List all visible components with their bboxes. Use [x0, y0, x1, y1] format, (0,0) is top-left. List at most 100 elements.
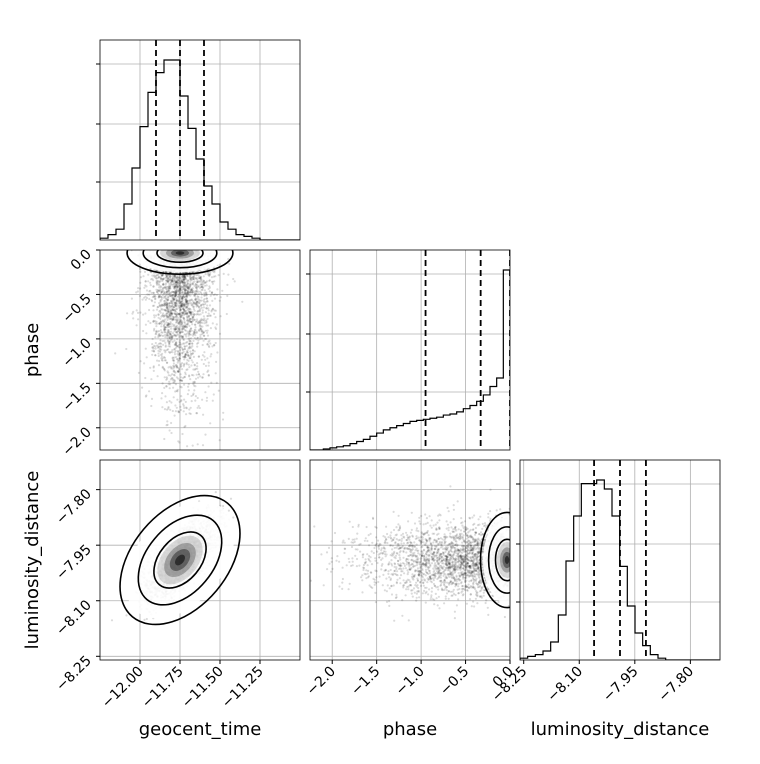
sample-point: [169, 276, 171, 278]
sample-point: [168, 381, 170, 383]
sample-point: [160, 343, 162, 345]
sample-point: [182, 336, 184, 338]
sample-point: [163, 292, 165, 294]
sample-point: [166, 275, 168, 277]
sample-point: [146, 618, 148, 620]
sample-point: [164, 323, 166, 325]
sample-point: [211, 276, 213, 278]
sample-point: [148, 298, 150, 300]
sample-point: [198, 298, 200, 300]
sample-point: [200, 318, 202, 320]
sample-point: [165, 279, 167, 281]
sample-point: [163, 316, 165, 318]
sample-point: [196, 313, 198, 315]
sample-point: [174, 353, 176, 355]
sample-point: [186, 318, 188, 320]
sample-point: [181, 368, 183, 370]
sample-point: [170, 367, 172, 369]
sample-point: [213, 313, 215, 315]
sample-point: [173, 374, 175, 376]
sample-point: [196, 346, 198, 348]
sample-point: [198, 330, 200, 332]
sample-point: [177, 389, 179, 391]
sample-point: [196, 281, 198, 283]
sample-point: [165, 379, 167, 381]
sample-point: [181, 297, 183, 299]
sample-point: [179, 349, 181, 351]
sample-point: [163, 368, 165, 370]
sample-point: [214, 316, 216, 318]
sample-point: [166, 401, 168, 403]
sample-point: [183, 282, 185, 284]
sample-point: [204, 359, 206, 361]
sample-point: [181, 433, 183, 435]
sample-point: [234, 280, 236, 282]
sample-point: [146, 293, 148, 295]
sample-point: [177, 327, 179, 329]
hist-step-geocent_time: [100, 60, 300, 240]
sample-point: [187, 331, 189, 333]
sample-point: [174, 344, 176, 346]
sample-point: [203, 292, 205, 294]
sample-point: [158, 317, 160, 319]
sample-point: [139, 295, 141, 297]
sample-point: [145, 285, 147, 287]
sample-point: [190, 364, 192, 366]
sample-point: [143, 362, 145, 364]
sample-point: [178, 276, 180, 278]
sample-point: [156, 360, 158, 362]
sample-point: [175, 321, 177, 323]
sample-point: [166, 349, 168, 351]
sample-point: [145, 324, 147, 326]
sample-point: [153, 366, 155, 368]
sample-point: [183, 410, 185, 412]
sample-point: [167, 312, 169, 314]
sample-point: [186, 407, 188, 409]
sample-point: [216, 288, 218, 290]
sample-point: [150, 284, 152, 286]
sample-point: [176, 282, 178, 284]
sample-point: [198, 321, 200, 323]
sample-point: [125, 348, 127, 350]
sample-point: [170, 335, 172, 337]
sample-point: [178, 302, 180, 304]
sample-point: [203, 306, 205, 308]
sample-point: [144, 296, 146, 298]
sample-point: [173, 362, 175, 364]
sample-point: [165, 346, 167, 348]
hist-geocent_time: [100, 40, 300, 240]
sample-point: [214, 293, 216, 295]
sample-point: [142, 275, 144, 277]
sample-point: [208, 385, 210, 387]
sample-point: [203, 320, 205, 322]
sample-point: [147, 320, 149, 322]
sample-point: [190, 334, 192, 336]
sample-point: [190, 321, 192, 323]
sample-point: [181, 291, 183, 293]
sample-point: [191, 345, 193, 347]
sample-point: [213, 280, 215, 282]
sample-point: [140, 360, 142, 362]
sample-point: [161, 360, 163, 362]
sample-point: [184, 313, 186, 315]
sample-point: [191, 343, 193, 345]
sample-point: [176, 364, 178, 366]
sample-point: [219, 300, 221, 302]
sample-point: [131, 298, 133, 300]
sample-point: [222, 505, 224, 507]
sample-point: [184, 277, 186, 279]
sample-point: [203, 340, 205, 342]
sample-point: [188, 320, 190, 322]
sample-point: [198, 355, 200, 357]
sample-point: [228, 510, 230, 512]
sample-point: [192, 287, 194, 289]
sample-point: [169, 409, 171, 411]
sample-point: [195, 378, 197, 380]
sample-point: [197, 443, 199, 445]
sample-point: [162, 319, 164, 321]
sample-point: [182, 313, 184, 315]
sample-point: [159, 339, 161, 341]
sample-point: [206, 332, 208, 334]
sample-point: [199, 325, 201, 327]
sample-point: [170, 432, 172, 434]
